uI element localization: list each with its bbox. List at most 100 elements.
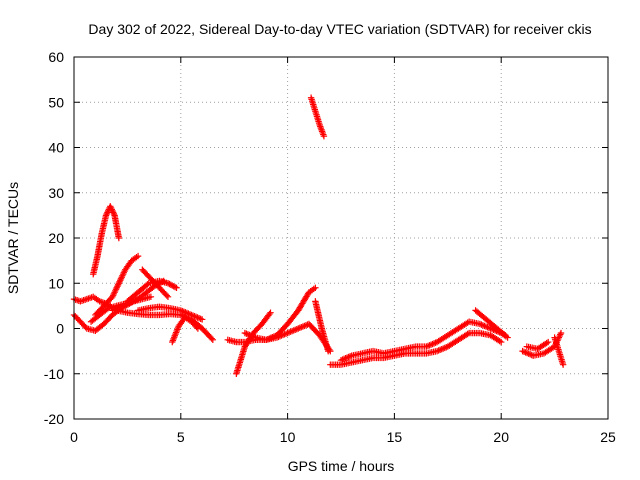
y-tick-label: 50 [48, 94, 64, 110]
x-tick-label: 0 [70, 429, 78, 445]
data-point [208, 335, 215, 342]
y-tick-label: 10 [48, 275, 64, 291]
data-point [484, 324, 491, 331]
data-point [112, 286, 120, 293]
data-point [293, 325, 300, 333]
y-tick-label: 20 [48, 230, 64, 246]
data-point [295, 325, 302, 332]
data-point [194, 314, 201, 321]
data-point [435, 347, 442, 354]
data-point [281, 331, 288, 338]
data-point [522, 349, 529, 356]
x-tick-label: 5 [177, 429, 185, 445]
x-tick-label: 15 [387, 429, 403, 445]
data-point [430, 340, 438, 347]
data-point [163, 292, 170, 299]
data-point [557, 331, 564, 338]
data-point [123, 301, 130, 309]
data-point [249, 333, 256, 340]
data-point [247, 332, 255, 339]
data-point [103, 210, 110, 218]
data-point [476, 320, 484, 328]
data-point [250, 333, 258, 341]
data-point [177, 307, 184, 314]
data-point [104, 209, 111, 216]
data-point [189, 312, 197, 319]
data-point [193, 323, 200, 331]
data-point [102, 212, 110, 219]
data-point [164, 280, 172, 287]
data-point [191, 313, 198, 320]
data-point [525, 350, 532, 357]
data-point [440, 345, 447, 352]
data-point [119, 271, 127, 278]
data-point [279, 331, 287, 339]
x-tick-label: 10 [280, 429, 296, 445]
data-point [438, 345, 445, 353]
data-point [441, 344, 448, 352]
data-points [70, 94, 567, 377]
data-point [209, 336, 217, 344]
data-point [526, 351, 534, 358]
data-point [114, 283, 121, 290]
data-point [115, 234, 123, 242]
data-point [500, 330, 508, 338]
data-point [113, 284, 120, 291]
data-point [188, 311, 195, 319]
data-point [423, 343, 430, 350]
y-axis-label: SDTVAR / TECUs [5, 182, 21, 294]
data-point [502, 332, 509, 339]
x-tick-label: 20 [493, 429, 509, 445]
data-point [241, 329, 249, 337]
data-point [171, 283, 179, 291]
data-point [192, 313, 200, 321]
data-point [147, 293, 155, 301]
data-point [107, 204, 115, 212]
data-point [120, 269, 128, 276]
data-point [118, 274, 125, 281]
data-point [109, 293, 116, 301]
data-point [426, 342, 433, 349]
data-point [267, 334, 275, 342]
chart-title: Day 302 of 2022, Sidereal Day-to-day VTE… [88, 21, 591, 37]
data-point [173, 284, 180, 291]
data-point [292, 326, 299, 333]
y-tick-label: 40 [48, 140, 64, 156]
data-point [478, 321, 485, 328]
data-point [115, 280, 123, 287]
data-point [116, 278, 123, 285]
data-point [169, 282, 176, 289]
data-point [269, 334, 276, 341]
data-point [557, 329, 565, 337]
data-point [109, 292, 117, 299]
data-point [180, 308, 188, 315]
data-point [429, 340, 436, 348]
data-point [130, 298, 138, 305]
data-point [109, 207, 116, 215]
data-point [284, 329, 291, 337]
data-point [264, 335, 271, 343]
data-point [108, 206, 115, 213]
data-point [312, 284, 319, 291]
data-point [266, 335, 273, 342]
data-point [166, 280, 173, 288]
data-point [186, 311, 194, 318]
y-tick-label: -10 [44, 366, 64, 382]
data-point [243, 330, 250, 337]
data-point [337, 356, 345, 364]
data-point [164, 293, 172, 301]
data-point [267, 309, 274, 316]
axis-ticks: 0 5 10 15 20 25 -20 -10 0 10 20 30 40 50 60 [44, 49, 616, 445]
data-point [110, 210, 118, 218]
data-point [301, 322, 308, 330]
x-axis-label: GPS time / hours [288, 458, 395, 474]
data-point [134, 252, 142, 260]
data-point [346, 353, 354, 360]
data-point [109, 209, 117, 216]
data-point [170, 283, 177, 290]
data-point [197, 315, 204, 323]
data-point [117, 277, 124, 284]
data-point [246, 331, 253, 339]
data-point [112, 287, 119, 294]
